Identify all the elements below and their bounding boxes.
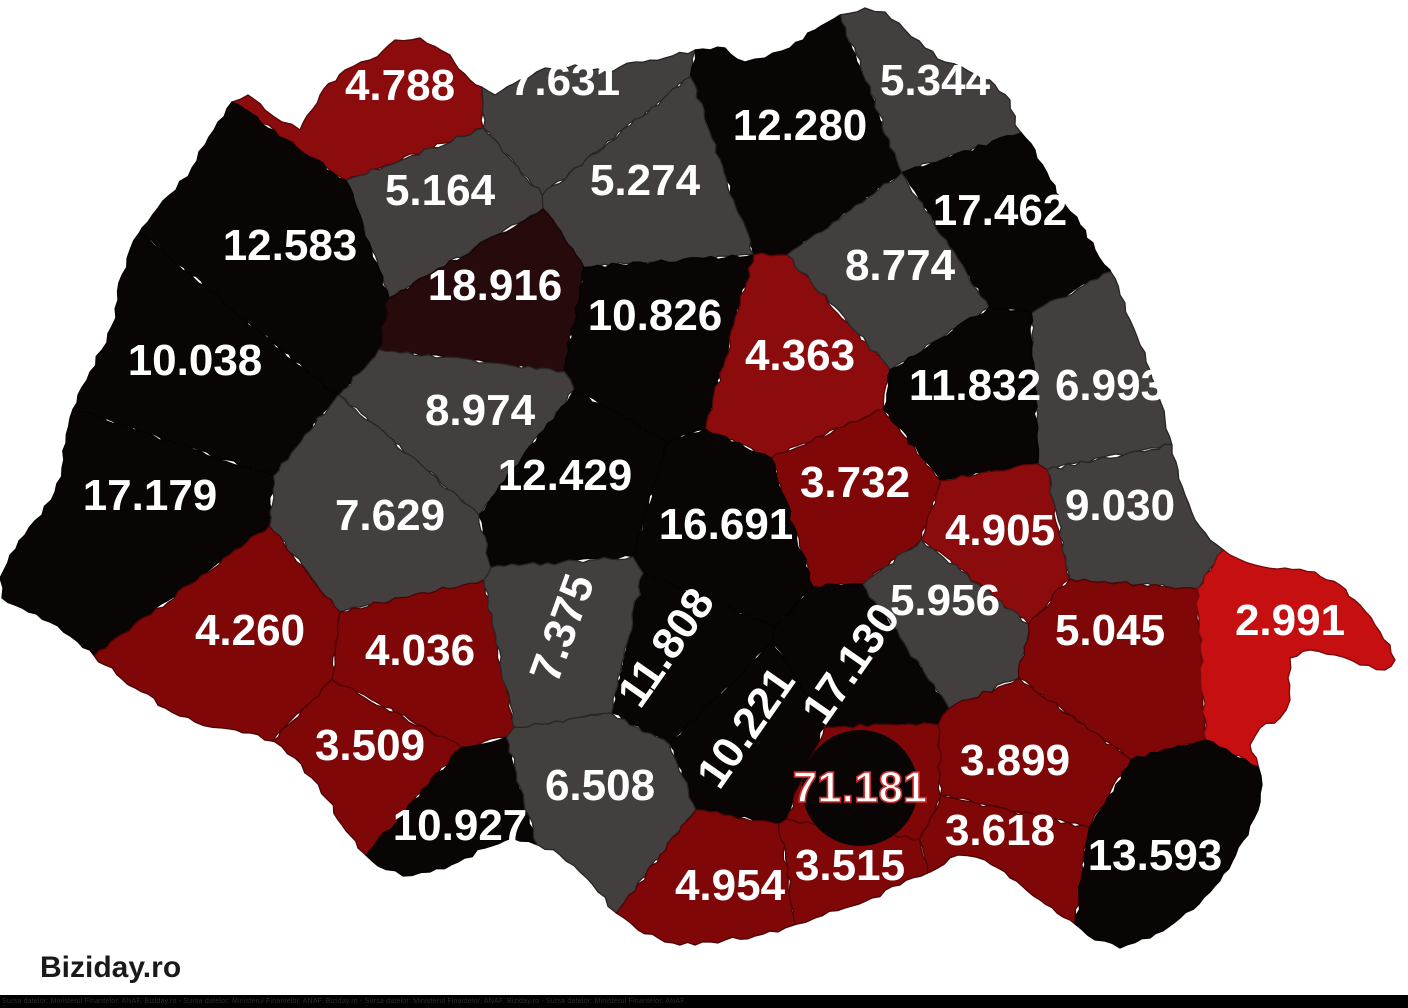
svg-text:5.344: 5.344 (880, 56, 991, 105)
svg-text:4.260: 4.260 (195, 606, 305, 655)
svg-text:10.038: 10.038 (128, 336, 263, 385)
svg-text:18.916: 18.916 (428, 261, 563, 310)
svg-text:3.509: 3.509 (315, 721, 425, 770)
svg-text:3.618: 3.618 (945, 806, 1055, 855)
svg-text:3.899: 3.899 (960, 736, 1070, 785)
svg-text:17.462: 17.462 (933, 186, 1068, 235)
svg-text:8.974: 8.974 (425, 386, 536, 435)
svg-text:6.993: 6.993 (1055, 361, 1165, 410)
svg-text:4.363: 4.363 (745, 331, 855, 380)
svg-text:8.774: 8.774 (845, 241, 956, 290)
svg-text:4.954: 4.954 (675, 861, 786, 910)
svg-text:4.788: 4.788 (345, 61, 455, 110)
svg-text:5.164: 5.164 (385, 166, 496, 215)
svg-text:4.905: 4.905 (945, 506, 1055, 555)
svg-text:7.629: 7.629 (335, 491, 445, 540)
svg-text:71.181: 71.181 (793, 763, 928, 812)
svg-text:2.991: 2.991 (1235, 596, 1345, 645)
svg-text:7.631: 7.631 (510, 56, 620, 105)
svg-text:10.826: 10.826 (588, 291, 723, 340)
svg-text:12.280: 12.280 (733, 101, 868, 150)
svg-text:5.956: 5.956 (890, 576, 1000, 625)
svg-text:5.274: 5.274 (590, 156, 701, 205)
svg-text:16.691: 16.691 (659, 500, 794, 549)
svg-text:13.593: 13.593 (1088, 831, 1223, 880)
svg-text:4.036: 4.036 (365, 626, 475, 675)
svg-text:10.927: 10.927 (393, 801, 528, 850)
svg-text:12.583: 12.583 (223, 221, 358, 270)
svg-text:3.732: 3.732 (800, 458, 910, 507)
svg-text:6.508: 6.508 (545, 761, 655, 810)
svg-text:12.429: 12.429 (498, 451, 633, 500)
svg-text:5.045: 5.045 (1055, 606, 1165, 655)
svg-text:17.179: 17.179 (83, 471, 218, 520)
svg-text:3.515: 3.515 (795, 841, 905, 890)
svg-text:9.030: 9.030 (1065, 481, 1175, 530)
svg-text:11.832: 11.832 (909, 361, 1041, 410)
